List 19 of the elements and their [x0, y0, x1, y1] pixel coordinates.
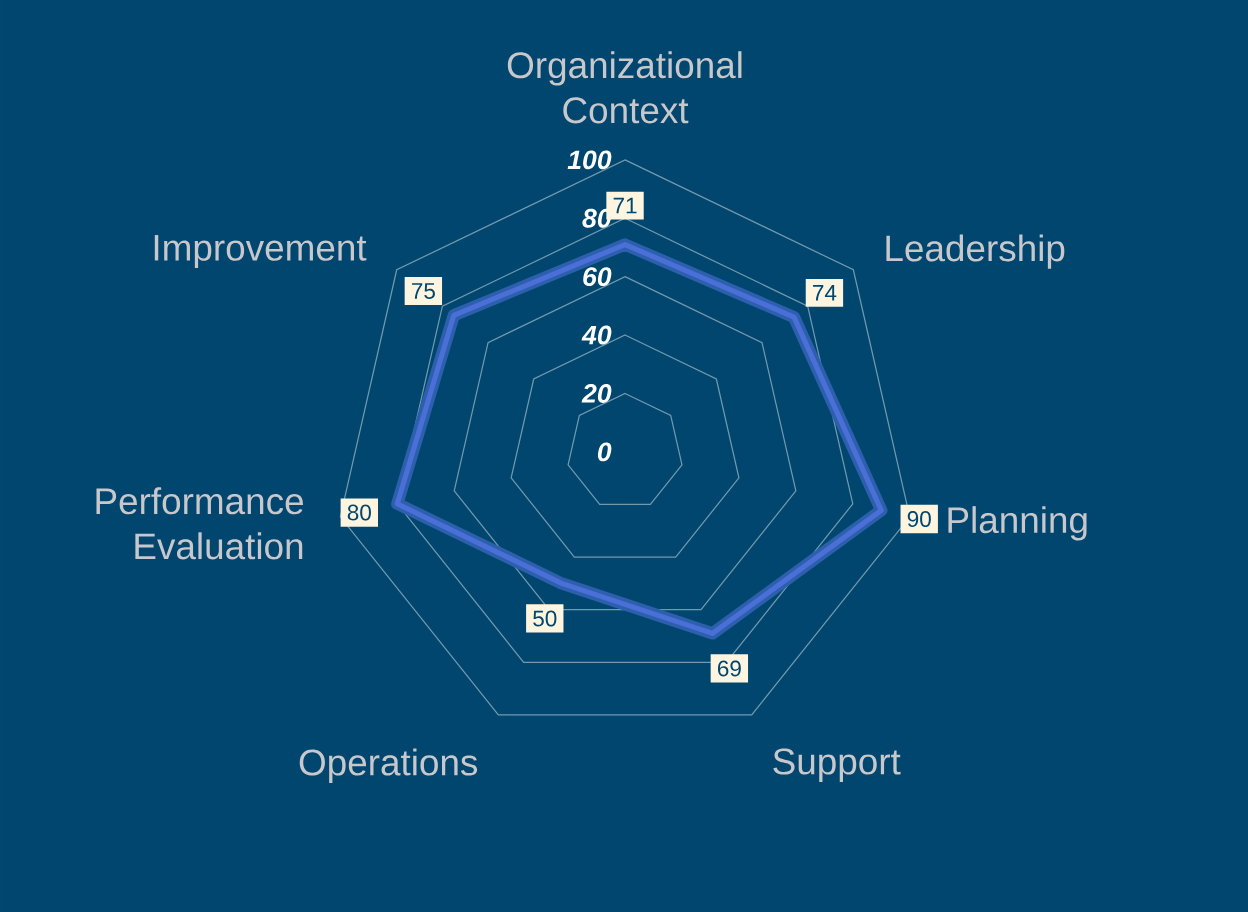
spoke-label: Performance Evaluation	[96, 487, 303, 560]
spoke-label: Support	[773, 748, 901, 782]
data-label: 71	[613, 197, 637, 214]
y-tick-label: 0	[597, 442, 612, 462]
data-label: 50	[533, 610, 557, 627]
y-tick-label: 60	[583, 267, 612, 287]
data-label: 90	[907, 511, 931, 528]
spoke-label: Planning	[948, 506, 1087, 541]
spoke-label: Improvement	[154, 235, 367, 269]
spoke-label: Operations	[299, 748, 478, 783]
data-label: 74	[813, 285, 837, 301]
data-label: 69	[717, 660, 741, 677]
y-tick-label: 100	[567, 150, 612, 170]
y-tick-label: 40	[581, 325, 612, 345]
spoke-label: Organizational Context	[507, 51, 742, 124]
data-label: 75	[411, 283, 435, 299]
y-tick-label: 20	[581, 384, 612, 403]
data-label: 80	[347, 504, 371, 521]
spoke-label: Leadership	[886, 234, 1065, 269]
